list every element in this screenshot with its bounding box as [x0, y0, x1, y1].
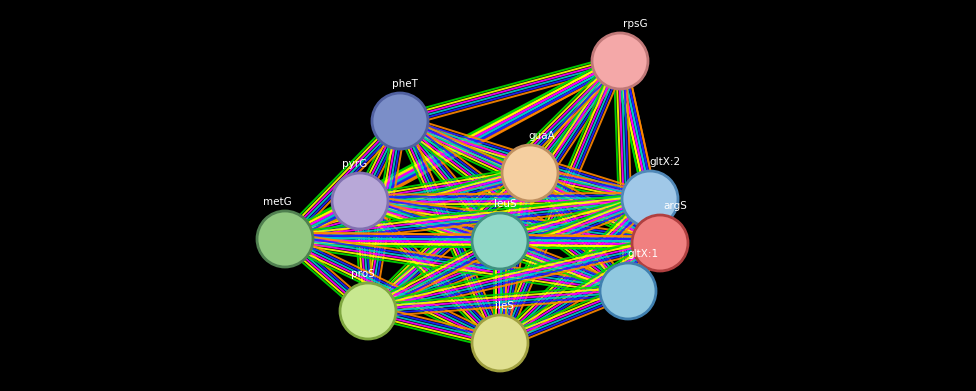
Circle shape	[592, 33, 648, 89]
Text: gltX:2: gltX:2	[649, 157, 680, 167]
Circle shape	[622, 171, 678, 227]
Circle shape	[502, 145, 558, 201]
Circle shape	[600, 263, 656, 319]
Text: guaA: guaA	[529, 131, 555, 141]
Text: pheT: pheT	[392, 79, 418, 89]
Text: leuS: leuS	[494, 199, 516, 209]
Text: ileS: ileS	[496, 301, 514, 311]
Circle shape	[632, 215, 688, 271]
Circle shape	[472, 315, 528, 371]
Text: metG: metG	[263, 197, 292, 207]
Circle shape	[372, 93, 428, 149]
Text: argS: argS	[663, 201, 687, 211]
Text: rpsG: rpsG	[623, 19, 647, 29]
Circle shape	[257, 211, 313, 267]
Text: pyrG: pyrG	[343, 159, 368, 169]
Text: proS: proS	[351, 269, 375, 279]
Circle shape	[340, 283, 396, 339]
Text: gltX:1: gltX:1	[628, 249, 659, 259]
Circle shape	[332, 173, 388, 229]
Circle shape	[472, 213, 528, 269]
